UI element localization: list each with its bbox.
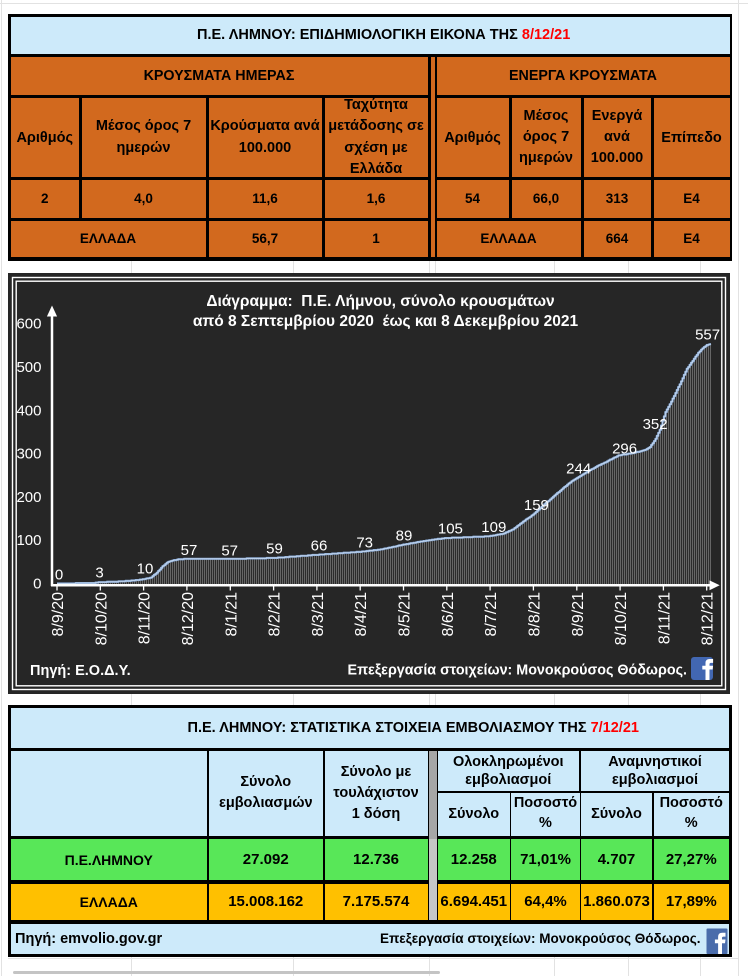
svg-text:Επεξεργασία στοιχείων: Μονοκρο: Επεξεργασία στοιχείων: Μονοκρούσος Θόδωρ… xyxy=(348,663,687,679)
svg-text:Πηγή: Ε.Ο.Δ.Υ.: Πηγή: Ε.Ο.Δ.Υ. xyxy=(30,663,131,679)
svg-text:200: 200 xyxy=(16,489,41,506)
svg-text:10: 10 xyxy=(137,561,154,578)
svg-text:89: 89 xyxy=(396,528,413,545)
svg-text:8/5/21: 8/5/21 xyxy=(397,592,414,637)
svg-text:8/9/20: 8/9/20 xyxy=(50,592,67,637)
svg-text:8/11/20: 8/11/20 xyxy=(137,592,154,644)
svg-text:100: 100 xyxy=(16,532,41,549)
svg-text:8/12/20: 8/12/20 xyxy=(180,592,197,645)
svg-text:8/10/20: 8/10/20 xyxy=(93,592,110,645)
svg-text:από 8 Σεπτεμβρίου 2020 έως κα: από 8 Σεπτεμβρίου 2020 έως και 8 Δεκεμβρ… xyxy=(193,313,579,330)
svg-text:57: 57 xyxy=(181,542,198,559)
svg-text:0: 0 xyxy=(33,576,41,593)
svg-text:105: 105 xyxy=(438,521,463,538)
svg-text:159: 159 xyxy=(524,497,549,514)
svg-text:8/8/21: 8/8/21 xyxy=(526,592,543,637)
svg-text:557: 557 xyxy=(695,326,720,343)
svg-text:8/10/21: 8/10/21 xyxy=(613,592,630,645)
svg-text:109: 109 xyxy=(481,519,506,536)
svg-text:8/1/21: 8/1/21 xyxy=(223,592,240,637)
svg-text:600: 600 xyxy=(16,316,41,333)
svg-text:66: 66 xyxy=(311,537,328,554)
svg-text:57: 57 xyxy=(221,543,238,560)
svg-text:Διάγραμμα: Π.Ε. Λήμνου, σύνολ: Διάγραμμα: Π.Ε. Λήμνου, σύνολο κρουσμάτω… xyxy=(206,293,554,310)
svg-text:0: 0 xyxy=(55,567,63,584)
svg-text:400: 400 xyxy=(16,402,41,419)
svg-text:352: 352 xyxy=(643,416,668,433)
svg-text:500: 500 xyxy=(16,359,41,376)
svg-text:8/4/21: 8/4/21 xyxy=(353,592,370,637)
svg-text:59: 59 xyxy=(266,541,283,558)
svg-text:8/11/21: 8/11/21 xyxy=(656,592,673,644)
svg-text:8/12/21: 8/12/21 xyxy=(700,592,717,645)
svg-text:8/2/21: 8/2/21 xyxy=(267,592,284,637)
svg-text:8/3/21: 8/3/21 xyxy=(310,592,327,637)
svg-text:3: 3 xyxy=(95,565,103,582)
svg-text:296: 296 xyxy=(612,441,637,458)
svg-text:8/6/21: 8/6/21 xyxy=(440,592,457,637)
svg-text:73: 73 xyxy=(356,534,373,551)
svg-text:8/9/21: 8/9/21 xyxy=(570,592,587,637)
svg-text:300: 300 xyxy=(16,446,41,463)
svg-text:8/7/21: 8/7/21 xyxy=(483,592,500,637)
svg-text:244: 244 xyxy=(566,460,591,477)
